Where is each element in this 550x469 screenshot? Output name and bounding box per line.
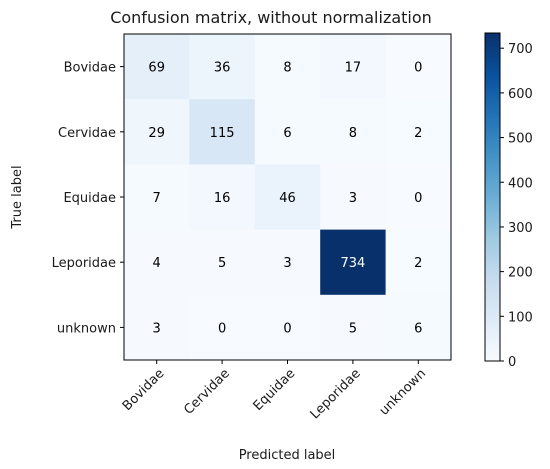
colorbar-tick-label: 700 (508, 42, 533, 57)
heatmap-cells (124, 34, 452, 361)
chart-title: Confusion matrix, without normalization (110, 8, 432, 27)
heatmap-cell (385, 164, 452, 231)
cell-value-label: 115 (210, 126, 235, 141)
cell-value-label: 16 (214, 191, 231, 206)
colorbar-tick-label: 200 (508, 266, 533, 281)
heatmap-cell (385, 229, 452, 296)
x-axis-ticks: Bovidae Cervidae Equidae Leporidae unknown (120, 360, 429, 422)
y-tick-label: Bovidae (64, 61, 116, 76)
cell-value-label: 3 (153, 321, 161, 336)
heatmap-cell (254, 164, 321, 231)
x-tick-label: Cervidae (181, 366, 233, 418)
cell-value-label: 46 (279, 191, 296, 206)
heatmap-cell (254, 229, 321, 296)
cell-value-label: 4 (153, 256, 161, 271)
heatmap-cell (320, 34, 387, 100)
y-tick-label: Leporidae (52, 256, 116, 271)
cell-value-labels: 69 36 8 17 0 29 115 6 8 2 7 16 46 3 0 4 5 3 734 2 3 0 0 5 6 (148, 61, 422, 337)
cell-value-label: 8 (349, 126, 357, 141)
heatmap-cell (254, 34, 321, 100)
heatmap-cell (189, 229, 256, 296)
heatmap-cell (124, 229, 190, 296)
cell-value-label: 69 (148, 61, 165, 76)
cell-value-label: 2 (414, 256, 422, 271)
colorbar (484, 32, 501, 362)
colorbar-tick-label: 300 (508, 221, 533, 236)
heatmap-cell (320, 164, 387, 231)
cell-value-label: 3 (283, 256, 291, 271)
colorbar-tick-label: 500 (508, 132, 533, 147)
colorbar-ticks: 0 100 200 300 400 500 600 700 (500, 42, 533, 370)
heatmap-cell (385, 294, 452, 361)
cell-value-label: 17 (345, 61, 362, 76)
heatmap-cell (320, 229, 387, 296)
cell-value-label: 3 (349, 191, 357, 206)
cell-value-label: 5 (349, 321, 357, 336)
heatmap-cell (189, 99, 256, 165)
heatmap-cell (189, 34, 256, 100)
heatmap-cell (254, 294, 321, 361)
heatmap-cell (254, 99, 321, 165)
heatmap-cell (124, 99, 190, 165)
heatmap-cell (385, 99, 452, 165)
cell-value-label: 0 (414, 61, 422, 76)
heatmap-cell (124, 164, 190, 231)
y-tick-label: unknown (57, 321, 116, 336)
cell-value-label: 7 (153, 191, 161, 206)
colorbar-tick-label: 0 (508, 355, 516, 370)
cell-value-label: 0 (414, 191, 422, 206)
cell-value-label: 0 (283, 321, 291, 336)
cell-value-label: 0 (218, 321, 226, 336)
y-tick-label: Equidae (63, 191, 116, 206)
y-axis-label: True label (10, 165, 25, 229)
cell-value-label: 2 (414, 126, 422, 141)
cell-value-label: 29 (148, 126, 165, 141)
cell-value-label: 6 (414, 321, 422, 336)
cell-value-label: 6 (283, 126, 291, 141)
heatmap-cell (189, 164, 256, 231)
heatmap-cell (320, 294, 387, 361)
heatmap-cell (385, 34, 452, 100)
x-tick-label: Leporidae (308, 366, 364, 422)
colorbar-tick-label: 400 (508, 176, 533, 191)
colorbar-tick-label: 600 (508, 87, 533, 102)
x-tick-label: Equidae (251, 366, 299, 414)
cell-value-label: 734 (340, 256, 365, 271)
cell-value-label: 5 (218, 256, 226, 271)
heatmap-cell (189, 294, 256, 361)
y-tick-label: Cervidae (58, 126, 116, 141)
heatmap-cell (124, 34, 190, 100)
y-axis-ticks: Bovidae Cervidae Equidae Leporidae unknown (52, 61, 124, 336)
cell-value-label: 8 (283, 61, 291, 76)
x-axis-label: Predicted label (239, 448, 336, 463)
x-tick-label: unknown (377, 366, 429, 418)
x-tick-label: Bovidae (120, 366, 168, 414)
heatmap-cell (320, 99, 387, 165)
colorbar-tick-label: 100 (508, 310, 533, 325)
cell-value-label: 36 (214, 61, 231, 76)
heatmap-cell (124, 294, 190, 361)
